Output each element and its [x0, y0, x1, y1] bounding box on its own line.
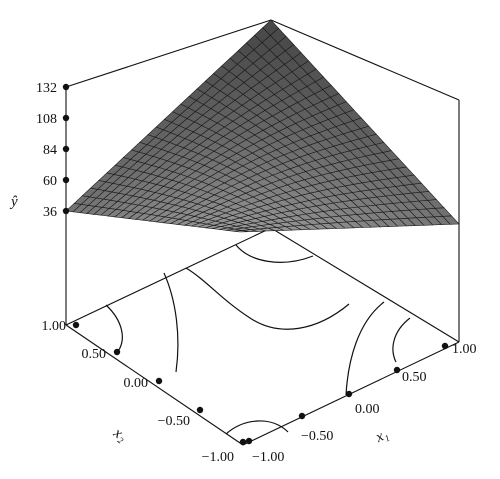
contour-left-2: [163, 272, 179, 373]
x1-axis-label: x₁: [373, 426, 391, 446]
x2-tick-dot-0: [155, 377, 163, 385]
x2-tick-label--1: −1.00: [202, 450, 234, 465]
frame-top-right: [270, 19, 460, 101]
x1-tick-dot-0: [345, 390, 353, 398]
surface-cell: [262, 19, 279, 36]
contour-back-top: [235, 244, 314, 263]
x2-axis: 1.00 0.50 0.00 −0.50 −1.00 x₂: [42, 319, 247, 465]
floor-front-left: [65, 324, 244, 446]
x1-tick-label-1: 1.00: [452, 342, 477, 357]
contour-center: [185, 267, 350, 330]
x2-tick-label-1: 1.00: [42, 319, 67, 334]
x2-axis-label: x₂: [110, 424, 130, 444]
x1-tick-dot--0.5: [298, 412, 306, 420]
z-tick-label-132: 132: [36, 81, 57, 96]
x1-tick-dot--1: [245, 437, 253, 445]
contour-front: [225, 420, 289, 435]
floor-back-left: [65, 227, 272, 326]
contour-left-1: [105, 304, 123, 355]
contour-right-1: [345, 301, 385, 396]
x1-tick-dot-0.5: [393, 366, 401, 374]
z-tick-label-84: 84: [43, 143, 57, 158]
x1-tick-label-0: 0.00: [355, 402, 380, 417]
x1-tick-label--1: −1.00: [252, 450, 284, 465]
x2-tick-dot--1: [239, 438, 247, 446]
frame-top-left: [65, 19, 272, 88]
x1-tick-dot-1: [441, 342, 449, 350]
x2-tick-dot--0.5: [196, 406, 204, 414]
x2-tick-label-0: 0.00: [124, 376, 149, 391]
z-tick-dot-36: [62, 207, 70, 215]
z-tick-label-60: 60: [43, 174, 57, 189]
x1-tick-label-0.5: 0.50: [402, 370, 427, 385]
x1-tick-label--0.5: −0.50: [301, 429, 333, 444]
x2-tick-label-0.5: 0.50: [82, 347, 107, 362]
x1-axis: −1.00 −0.50 0.00 0.50 1.00 x₁: [245, 342, 477, 465]
x2-tick-label--0.5: −0.50: [158, 414, 190, 429]
z-axis-label: ŷ: [9, 194, 18, 210]
response-surface-mesh: [65, 19, 460, 233]
z-tick-label-36: 36: [43, 205, 57, 220]
x2-tick-dot-1: [72, 321, 80, 329]
z-tick-dot-84: [62, 145, 70, 153]
floor-contours: [105, 244, 411, 435]
z-tick-dot-108: [62, 114, 70, 122]
x2-tick-dot-0.5: [113, 348, 121, 356]
z-tick-dot-132: [62, 83, 70, 91]
z-tick-label-108: 108: [36, 112, 57, 127]
contour-right-2: [392, 317, 411, 363]
z-axis: 132 108 84 60 36 ŷ: [9, 81, 70, 220]
z-tick-dot-60: [62, 176, 70, 184]
floor-back-right: [270, 227, 460, 343]
